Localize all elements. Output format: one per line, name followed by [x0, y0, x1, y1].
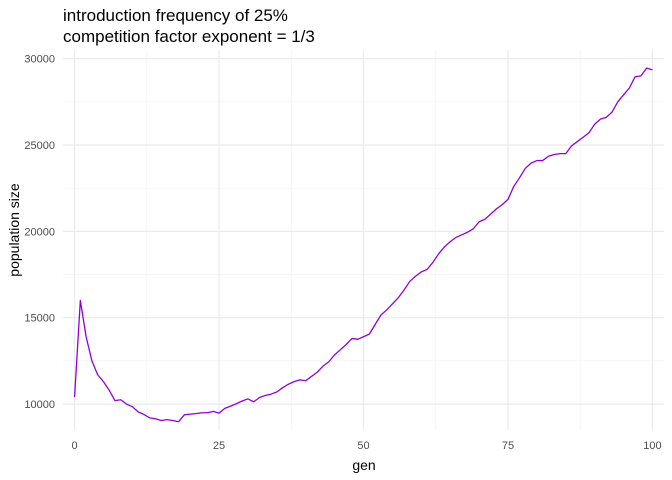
y-tick-label: 10000 [24, 399, 55, 411]
y-tick-labels: 10000 15000 20000 25000 30000 [24, 54, 55, 411]
x-tick-label: 75 [502, 440, 514, 452]
y-tick-label: 20000 [24, 226, 55, 238]
x-tick-label: 25 [213, 440, 225, 452]
x-tick-label: 0 [71, 440, 77, 452]
grid-major [63, 50, 664, 430]
y-tick-label: 25000 [24, 140, 55, 152]
chart-title-line-2: competition factor exponent = 1/3 [63, 27, 315, 46]
x-axis-title: gen [352, 457, 375, 473]
y-tick-label: 15000 [24, 313, 55, 325]
chart-title-line-1: introduction frequency of 25% [63, 6, 288, 25]
x-tick-label: 100 [643, 440, 661, 452]
x-tick-label: 50 [357, 440, 369, 452]
y-tick-label: 30000 [24, 54, 55, 66]
y-axis-title: population size [6, 183, 22, 277]
series-layer [73, 67, 653, 423]
x-tick-labels: 0 25 50 75 100 [71, 440, 661, 452]
population-size-series-line [73, 67, 653, 423]
